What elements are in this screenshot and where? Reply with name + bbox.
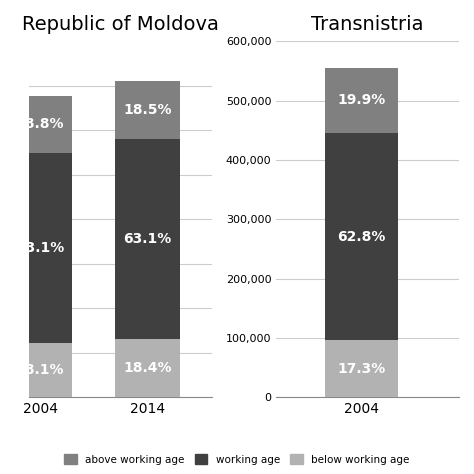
Bar (116, 81, 180, 139)
Text: 18.5%: 18.5% (123, 103, 172, 117)
Text: 62.8%: 62.8% (337, 230, 386, 244)
Text: 63.1%: 63.1% (16, 241, 64, 255)
Bar (116, 339, 180, 398)
Text: 17.3%: 17.3% (337, 362, 386, 376)
Bar (116, 139, 180, 339)
Bar (8, 153, 73, 343)
Bar (325, 68, 398, 133)
Text: 18.4%: 18.4% (123, 361, 172, 375)
Bar (8, 96, 73, 153)
Bar (325, 133, 398, 340)
Title: Republic of Moldova: Republic of Moldova (22, 15, 219, 34)
Title: Transnistria: Transnistria (311, 15, 424, 34)
Bar (325, 340, 398, 398)
Text: 18.8%: 18.8% (16, 118, 64, 131)
Text: 18.1%: 18.1% (16, 363, 64, 377)
Bar (8, 343, 73, 398)
Text: 63.1%: 63.1% (124, 232, 172, 246)
Legend: above working age, working age, below working age: above working age, working age, below wo… (60, 450, 414, 469)
Text: 19.9%: 19.9% (337, 93, 386, 108)
